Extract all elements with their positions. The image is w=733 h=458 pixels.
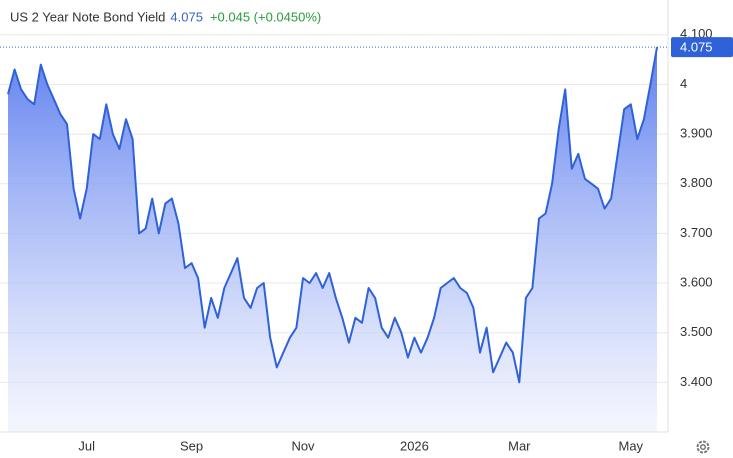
settings-icon[interactable] [696, 440, 710, 454]
y-tick-label: 3.500 [680, 324, 713, 339]
y-tick-label: 3.400 [680, 374, 713, 389]
last-price-badge [671, 37, 733, 58]
last-price: 4.075 [170, 9, 203, 24]
x-tick-label: Sep [180, 438, 203, 453]
y-tick-label: 3.800 [680, 175, 713, 190]
x-tick-label: 2026 [400, 438, 429, 453]
x-tick-label: Jul [78, 438, 95, 453]
line [7, 47, 658, 384]
x-tick-label: Mar [508, 438, 531, 453]
area-fill [8, 47, 657, 432]
y-tick-label: 3.600 [680, 274, 713, 289]
last-price-label: 4.075 [680, 40, 713, 55]
y-tick-label: 3.700 [680, 225, 713, 240]
y-tick-label: 4 [680, 76, 687, 91]
chart-title: US 2 Year Note Bond Yield [10, 9, 165, 24]
x-tick-label: Nov [291, 438, 315, 453]
y-tick-label: 3.900 [680, 126, 713, 141]
price-change: +0.045 (+0.0450%) [210, 9, 321, 24]
x-tick-label: May [618, 438, 643, 453]
